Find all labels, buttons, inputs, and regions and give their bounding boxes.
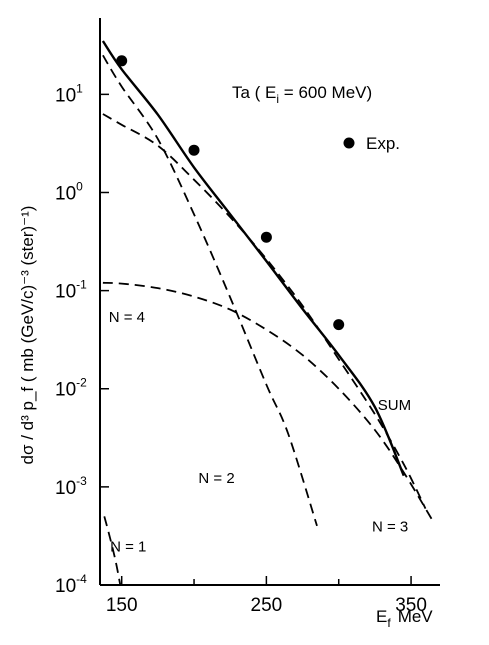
- series-line-n-3: [102, 113, 427, 509]
- series-line-n-1: [103, 516, 122, 586]
- x-tick-label-250: 250: [251, 595, 283, 616]
- legend: Exp.: [343, 134, 400, 153]
- curve-label-n-4: N = 4: [109, 309, 145, 326]
- chart-title: Ta ( Ei = 600 MeV): [232, 83, 372, 106]
- curve-label-n-1: N = 1: [110, 538, 146, 555]
- curve-label-n-3: N = 3: [372, 519, 408, 536]
- legend-label: Exp.: [366, 134, 400, 153]
- curves-layer: [101, 40, 434, 586]
- data-point-exp-2: [188, 144, 200, 156]
- x-tick-label-350: 350: [395, 595, 427, 616]
- series-line-n-2: [102, 54, 318, 527]
- y-tick-label-2: 10-2: [55, 376, 87, 401]
- x-axis-title: Ef MeV: [376, 607, 433, 630]
- curve-label-sum: SUM: [378, 397, 411, 414]
- data-point-exp-1: [116, 55, 128, 67]
- y-tick-label-5: 101: [55, 81, 83, 106]
- y-axis-title: dσ / d³ p_f ( mb (GeV/c)⁻³ (ster)⁻¹): [18, 206, 37, 465]
- y-tick-label-4: 100: [55, 179, 83, 204]
- data-point-exp-4: [333, 319, 345, 331]
- y-tick-label-3: 10-1: [55, 278, 87, 303]
- curve-labels-layer: N = 4 N = 2 N = 1 N = 3 SUM: [109, 309, 411, 556]
- ticks-layer: 150 250 350 10-4 10-3 10-2 10-1 100 101: [55, 81, 427, 616]
- x-tick-label-150: 150: [106, 595, 138, 616]
- legend-marker: [343, 137, 355, 149]
- y-tick-label-0: 10-4: [55, 572, 87, 597]
- points-layer: [116, 55, 345, 331]
- curve-label-n-2: N = 2: [198, 470, 234, 487]
- axes-layer: [99, 18, 440, 586]
- y-tick-label-1: 10-3: [55, 474, 87, 499]
- data-point-exp-3: [260, 231, 272, 243]
